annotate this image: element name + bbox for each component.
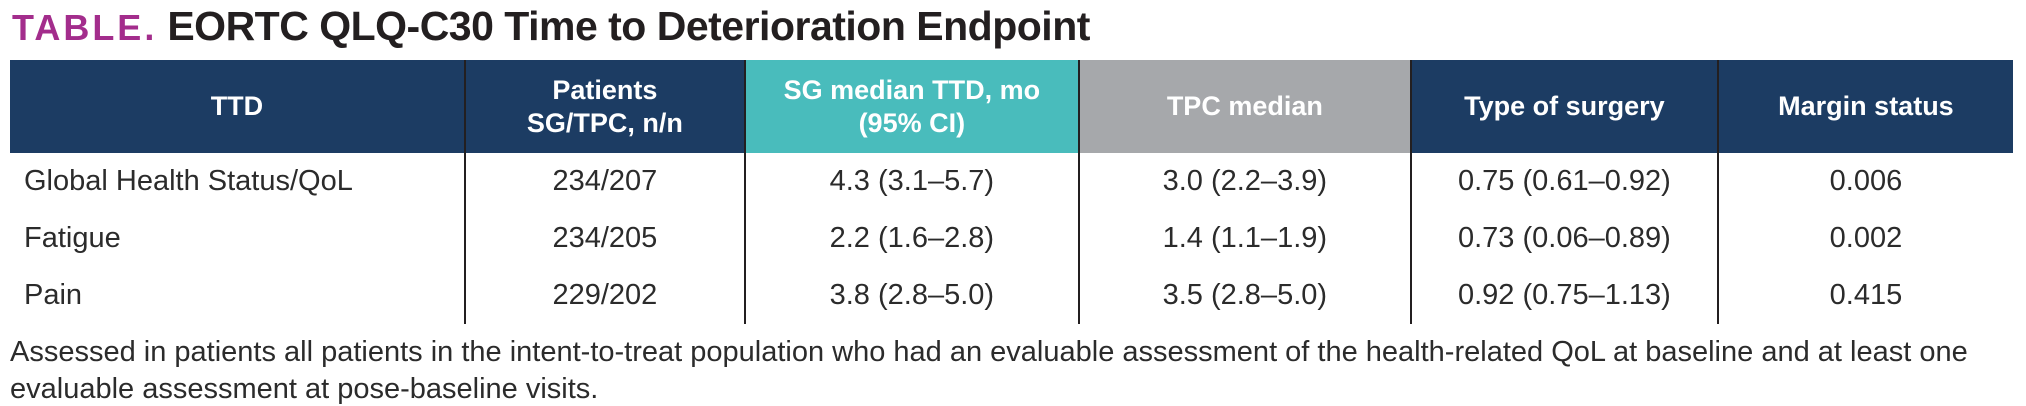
- table-header-row: TTD Patients SG/TPC, n/n SG median TTD, mo(…: [10, 60, 2013, 153]
- cell-ttd: Fatigue: [24, 222, 121, 254]
- cell-tpc-median: 3.5 (2.8–5.0): [1077, 267, 1410, 324]
- cell-sg-median-ttd: 2.2 (1.6–2.8): [743, 210, 1078, 267]
- cell-type-of-surgery: 0.73 (0.06–0.89): [1409, 210, 1717, 267]
- table-body: Global Health Status/QoL 234/207 4.3 (3.1–…: [10, 153, 2013, 324]
- column-header-label: Patients: [552, 74, 658, 105]
- column-header-patients: Patients SG/TPC, n/n: [463, 60, 744, 153]
- cell-type-of-surgery: 0.92 (0.75–1.13): [1409, 267, 1717, 324]
- column-header-label: SG median TTD, mo: [783, 74, 1041, 105]
- column-header-label: Margin status: [1778, 91, 1954, 121]
- column-header-type-of-surgery: Type of surgery: [1409, 60, 1717, 153]
- cell-margin-status: 0.002: [1716, 210, 2013, 267]
- cell-sg-median-ttd: 4.3 (3.1–5.7): [743, 153, 1078, 210]
- cell-patients: 234/205: [463, 210, 744, 267]
- column-header-margin-status: Margin status: [1716, 60, 2013, 153]
- column-header-ttd: TTD: [10, 60, 464, 153]
- column-header-label: (95% CI): [858, 107, 966, 138]
- column-header-label: TTD: [210, 91, 264, 121]
- cell-tpc-median: 3.0 (2.2–3.9): [1077, 153, 1410, 210]
- cell-sg-median-ttd: 3.8 (2.8–5.0): [743, 267, 1078, 324]
- column-header-sg-median-ttd: SG median TTD, mo (95% CI): [743, 60, 1078, 153]
- column-header-label: Type of surgery: [1464, 91, 1665, 121]
- column-header-tpc-median: TPC median: [1077, 60, 1410, 153]
- column-header-label: TPC median: [1166, 91, 1323, 121]
- page-title: TABLE. EORTC QLQ-C30 Time to Deterioratio…: [0, 0, 2026, 53]
- table-row: Global Health Status/QoL 234/207 4.3 (3.1–…: [10, 153, 2013, 210]
- table-footnote: Assessed in patients all patients in the…: [10, 336, 1968, 405]
- cell-margin-status: 0.415: [1716, 267, 2013, 324]
- cell-ttd: Global Health Status/QoL: [24, 165, 353, 197]
- cell-type-of-surgery: 0.75 (0.61–0.92): [1409, 153, 1717, 210]
- cell-patients: 229/202: [463, 267, 744, 324]
- title-text: EORTC QLQ-C30 Time to Deterioration Endp…: [167, 3, 1090, 49]
- cell-tpc-median: 1.4 (1.1–1.9): [1077, 210, 1410, 267]
- column-header-label: SG/TPC, n/n: [526, 107, 683, 138]
- cell-ttd: Pain: [24, 279, 83, 311]
- cell-patients: 234/207: [463, 153, 744, 210]
- table-label: TABLE.: [12, 7, 158, 48]
- data-table: TTD Patients SG/TPC, n/n SG median TTD, mo(…: [10, 60, 2013, 324]
- table-row: Pain 229/202 3.8 (2.8–5.0) 3.5 (2.8–5.0) 0.9…: [10, 267, 2013, 324]
- cell-margin-status: 0.006: [1716, 153, 2013, 210]
- table-row: Fatigue 234/205 2.2 (1.6–2.8) 1.4 (1.1–1.9)…: [10, 210, 2013, 267]
